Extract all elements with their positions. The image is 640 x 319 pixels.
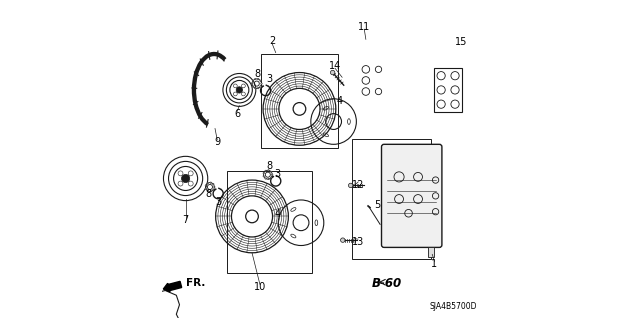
Circle shape (257, 87, 259, 89)
Text: 3: 3 (266, 74, 273, 84)
Circle shape (214, 186, 215, 188)
Bar (434, 68, 462, 112)
Circle shape (210, 182, 211, 183)
Circle shape (348, 183, 353, 188)
Circle shape (207, 182, 209, 184)
Circle shape (205, 188, 207, 189)
Circle shape (182, 174, 189, 182)
Circle shape (205, 185, 207, 186)
Text: 13: 13 (352, 237, 364, 247)
Circle shape (260, 83, 262, 84)
Text: B-60: B-60 (371, 277, 401, 290)
Text: 15: 15 (455, 38, 467, 48)
Text: 14: 14 (329, 61, 341, 71)
Circle shape (260, 86, 261, 87)
Circle shape (210, 191, 211, 192)
Circle shape (268, 170, 269, 171)
Text: 7: 7 (182, 215, 189, 225)
Circle shape (252, 83, 253, 84)
Circle shape (340, 238, 345, 242)
Circle shape (252, 80, 253, 82)
Text: 10: 10 (254, 282, 266, 292)
Text: 4: 4 (337, 96, 343, 106)
Text: 8: 8 (205, 189, 212, 199)
Text: 5: 5 (374, 200, 380, 210)
Text: 4: 4 (275, 209, 280, 219)
Circle shape (265, 178, 266, 179)
Text: SJA4B5700D: SJA4B5700D (429, 302, 477, 311)
Text: FR.: FR. (186, 278, 205, 288)
Circle shape (236, 87, 243, 93)
Text: 11: 11 (358, 22, 371, 32)
Circle shape (263, 173, 264, 174)
Circle shape (330, 70, 335, 75)
Text: 12: 12 (352, 180, 364, 190)
Circle shape (268, 178, 269, 180)
FancyBboxPatch shape (381, 144, 442, 248)
Circle shape (212, 183, 214, 185)
Bar (260, 54, 338, 148)
Bar (351, 139, 431, 259)
Circle shape (265, 170, 266, 172)
Circle shape (207, 190, 209, 191)
Circle shape (271, 174, 273, 175)
Bar (428, 248, 435, 257)
FancyArrow shape (163, 281, 182, 292)
Circle shape (260, 80, 261, 82)
Text: 8: 8 (266, 161, 273, 171)
Text: 9: 9 (214, 137, 220, 147)
Circle shape (257, 78, 259, 80)
Text: 8: 8 (254, 69, 260, 79)
Circle shape (255, 78, 256, 80)
Text: 3: 3 (275, 169, 280, 179)
Circle shape (255, 87, 256, 89)
Text: 1: 1 (431, 259, 438, 269)
Circle shape (271, 177, 272, 178)
Text: 2: 2 (269, 36, 275, 46)
Text: 3: 3 (215, 197, 221, 207)
Circle shape (263, 175, 264, 177)
Circle shape (252, 86, 253, 87)
Bar (227, 171, 312, 273)
Text: 6: 6 (234, 109, 240, 119)
Circle shape (271, 171, 272, 173)
Circle shape (212, 189, 214, 190)
